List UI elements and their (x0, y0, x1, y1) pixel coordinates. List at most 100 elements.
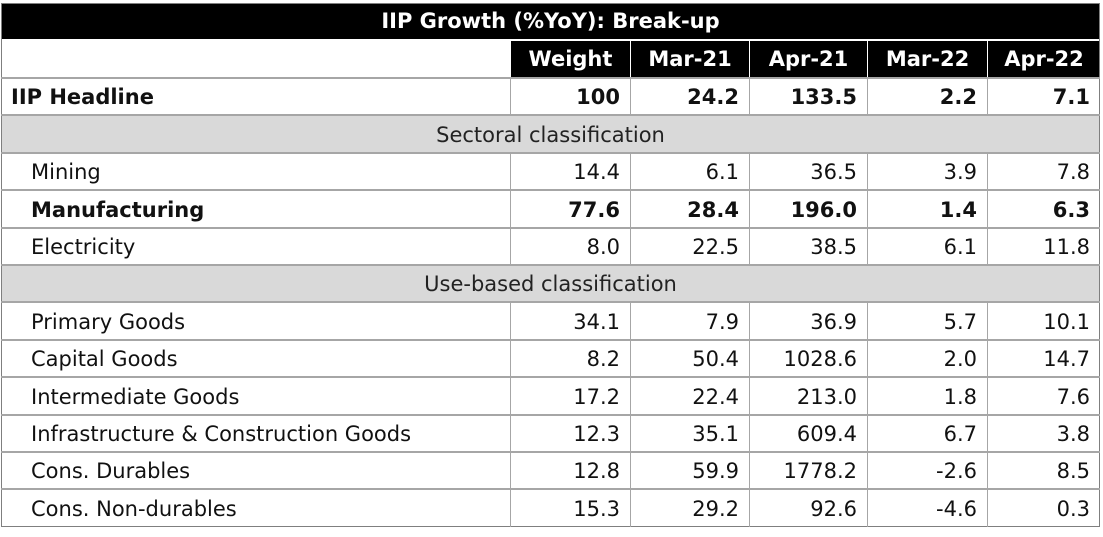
grid-line-vertical (630, 191, 631, 228)
table-value-5: 0.3 (1056, 496, 1090, 521)
table-label: Intermediate Goods (31, 384, 240, 409)
grid-line-vertical (510, 154, 511, 190)
table-value-4: 1.4 (939, 197, 977, 222)
table-value-5: 3.8 (1056, 422, 1090, 446)
header-weight: Weight (511, 41, 630, 77)
grid-line-horizontal (1, 451, 1100, 453)
table-label: Cons. Durables (31, 459, 191, 483)
grid-line-vertical (630, 303, 631, 340)
table-value-5: 11.8 (1043, 235, 1090, 259)
grid-line-vertical (987, 341, 988, 377)
section-header-row: Sectoral classification (1, 116, 1100, 153)
header-apr-21: Apr-21 (750, 41, 867, 77)
grid-line-vertical (987, 191, 988, 228)
table-value-3: 38.5 (810, 235, 857, 259)
table-row: Capital Goods 8.2 50.4 1028.6 2.0 14.7 (1, 341, 1100, 377)
grid-line-horizontal (1, 339, 1100, 341)
table-label: Mining (31, 160, 101, 184)
grid-line-vertical (749, 79, 750, 115)
section-title: Sectoral classification (436, 122, 665, 147)
table-value-4: 3.9 (943, 160, 977, 184)
grid-line-vertical (867, 191, 868, 228)
table-value-4: 6.7 (943, 422, 977, 446)
grid-line-vertical (987, 154, 988, 190)
table-value-1: 17.2 (573, 384, 620, 409)
table-label: Capital Goods (31, 347, 178, 371)
grid-line-vertical (749, 341, 750, 377)
grid-line-horizontal (1, 227, 1100, 229)
grid-line-horizontal (1, 264, 1100, 266)
grid-line-vertical (749, 191, 750, 228)
iip-headline-value-4: 2.2 (939, 85, 977, 109)
table-value-2: 29.2 (692, 496, 739, 521)
grid-line-vertical (510, 453, 511, 489)
grid-line-horizontal (1, 301, 1100, 303)
table-value-2: 28.4 (687, 197, 739, 222)
table-value-2: 59.9 (692, 459, 739, 483)
header-apr-22: Apr-22 (988, 41, 1100, 77)
table-value-3: 92.6 (810, 496, 857, 521)
table-title-row: IIP Growth (%YoY): Break-up (1, 3, 1100, 39)
grid-line-vertical (867, 79, 868, 115)
grid-line-vertical (987, 229, 988, 265)
grid-line-vertical (749, 229, 750, 265)
iip-headline-value-5: 7.1 (1052, 85, 1090, 109)
iip-headline-value-1: 100 (576, 85, 620, 109)
grid-line-vertical (510, 341, 511, 377)
iip-headline-row: IIP Headline 100 24.2 133.5 2.2 7.1 (1, 79, 1100, 115)
grid-line-vertical (987, 453, 988, 489)
header-mar-22: Mar-22 (868, 41, 987, 77)
table-value-1: 34.1 (573, 309, 620, 334)
table-label: Manufacturing (31, 197, 205, 222)
table-row: Primary Goods 34.1 7.9 36.9 5.7 10.1 (1, 303, 1100, 340)
table-value-1: 77.6 (568, 197, 620, 222)
grid-line-vertical (510, 229, 511, 265)
grid-line-vertical (630, 416, 631, 452)
grid-line-vertical (749, 416, 750, 452)
table-row: Intermediate Goods 17.2 22.4 213.0 1.8 7.6 (1, 378, 1100, 415)
table-value-2: 50.4 (692, 347, 739, 371)
grid-line-vertical (510, 378, 511, 415)
table-value-2: 22.5 (692, 235, 739, 259)
grid-line-vertical (867, 378, 868, 415)
table-row: Cons. Durables 12.8 59.9 1778.2 -2.6 8.5 (1, 453, 1100, 489)
grid-line-vertical (987, 79, 988, 115)
table-label: Infrastructure & Construction Goods (31, 422, 412, 446)
grid-line-vertical (510, 191, 511, 228)
grid-line-vertical (867, 229, 868, 265)
table-row: Manufacturing 77.6 28.4 196.0 1.4 6.3 (1, 191, 1100, 228)
table-label: Electricity (31, 235, 136, 259)
table-value-1: 8.0 (586, 235, 620, 259)
grid-line-vertical (749, 154, 750, 190)
table-value-4: 5.7 (943, 309, 977, 334)
grid-line-vertical (630, 453, 631, 489)
table-value-2: 22.4 (692, 384, 739, 409)
table-value-2: 6.1 (705, 160, 739, 184)
grid-line-vertical (510, 490, 511, 527)
table-value-5: 10.1 (1043, 309, 1090, 334)
table-value-1: 12.3 (573, 422, 620, 446)
table-value-5: 7.6 (1056, 384, 1090, 409)
iip-headline-label: IIP Headline (11, 85, 154, 109)
table-value-1: 15.3 (573, 496, 620, 521)
grid-line-vertical (867, 303, 868, 340)
grid-line-horizontal (1, 376, 1100, 378)
table-value-5: 14.7 (1043, 347, 1090, 371)
table-value-1: 12.8 (573, 459, 620, 483)
grid-line-vertical (867, 453, 868, 489)
table-value-4: 1.8 (943, 384, 977, 409)
table-label: Cons. Non-durables (31, 496, 237, 521)
table-value-5: 6.3 (1052, 197, 1090, 222)
grid-line-horizontal (1, 189, 1100, 191)
table-value-4: 6.1 (943, 235, 977, 259)
table-value-3: 36.9 (810, 309, 857, 334)
grid-line-vertical (630, 79, 631, 115)
grid-line-horizontal (1, 114, 1100, 116)
grid-line-horizontal (1, 152, 1100, 154)
iip-headline-value-2: 24.2 (687, 85, 739, 109)
grid-line-vertical (510, 79, 511, 115)
table-value-3: 1778.2 (783, 459, 857, 483)
table-row: Mining 14.4 6.1 36.5 3.9 7.8 (1, 154, 1100, 190)
grid-line-vertical (749, 453, 750, 489)
